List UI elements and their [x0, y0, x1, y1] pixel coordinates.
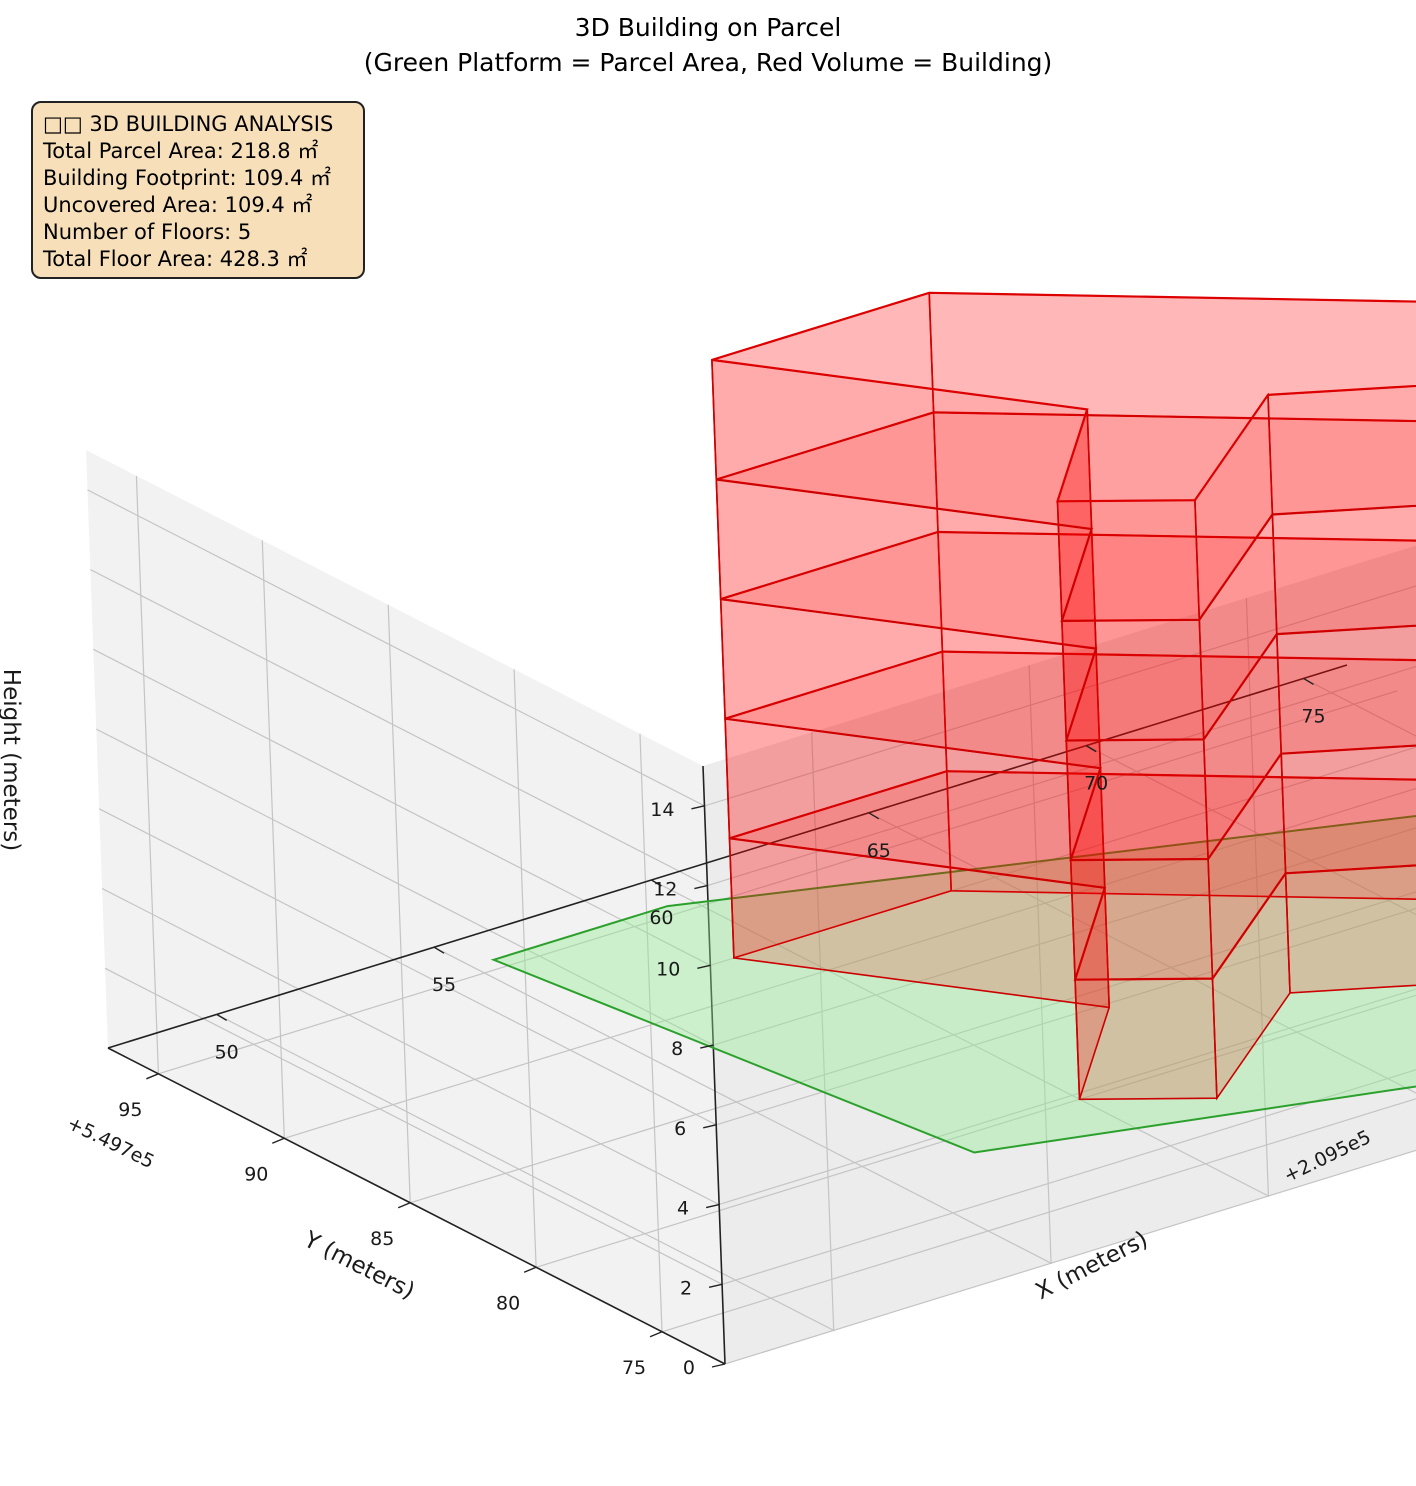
floor-wall	[941, 650, 1416, 781]
building-floor	[715, 411, 1416, 742]
y-tick-label: 80	[496, 1292, 520, 1314]
y-axis-offset: +5.497e5	[64, 1112, 158, 1173]
y-tick-label: 95	[118, 1099, 142, 1121]
x-tick-label: 75	[1301, 705, 1325, 727]
y-tick-mark	[397, 1202, 411, 1209]
z-axis-line	[702, 765, 726, 1365]
y-axis-label: Y (meters)	[299, 1226, 419, 1304]
stat-uncovered-area: Uncovered Area: 109.4 ㎡	[43, 193, 313, 217]
floor-wall	[1275, 624, 1416, 755]
stats-heading: □□ 3D BUILDING ANALYSIS	[43, 112, 334, 136]
z-tick-mark	[694, 884, 708, 890]
x-tick-mark	[651, 879, 662, 887]
chart-title: 3D Building on Parcel	[575, 13, 842, 42]
z-tick-mark	[705, 1203, 720, 1209]
floor-wall	[928, 291, 1416, 422]
tick-labels: 50 55 60 65 70 75 75 80 85 90 95 0 2 4 6 8 10 12 14	[118, 677, 1326, 1379]
chart-subtitle: (Green Platform = Parcel Area, Red Volum…	[364, 48, 1053, 77]
axis-panes	[86, 450, 1416, 1364]
x-tick-label: 65	[867, 840, 891, 862]
stats-box: □□ 3D BUILDING ANALYSIS Total Parcel Are…	[31, 101, 365, 279]
z-tick-label: 10	[656, 958, 680, 980]
x-tick-mark	[1303, 677, 1314, 686]
building-floor	[711, 291, 1416, 623]
stat-total-parcel-area: Total Parcel Area: 218.8 ㎡	[43, 139, 319, 163]
x-tick-mark	[1085, 745, 1097, 753]
z-tick-mark	[711, 1363, 726, 1368]
stat-building-footprint: Building Footprint: 109.4 ㎡	[43, 166, 332, 190]
y-tick-mark	[649, 1331, 663, 1338]
x-tick-label: 60	[649, 907, 673, 929]
floor-wall	[932, 411, 1416, 542]
y-tick-label: 90	[244, 1163, 268, 1185]
floor-wall	[1267, 385, 1416, 516]
x-axis-line	[107, 664, 1348, 1049]
z-tick-mark	[708, 1283, 723, 1288]
floor-slab	[711, 291, 1416, 503]
z-tick-mark	[697, 964, 711, 970]
x-tick-label: 70	[1084, 773, 1108, 795]
building-floor	[728, 770, 1416, 1101]
x-grid-line	[868, 812, 1416, 1094]
x-tick-mark	[216, 1013, 228, 1022]
y-tick-mark	[272, 1137, 285, 1144]
floor-wall	[1271, 505, 1416, 635]
building-volume	[711, 291, 1416, 1101]
building-floor	[719, 530, 1416, 862]
z-tick-mark	[700, 1044, 714, 1049]
back-right-pane	[703, 545, 1416, 1364]
y-tick-label: 75	[622, 1357, 646, 1379]
y-tick-mark	[146, 1073, 159, 1080]
z-tick-label: 2	[680, 1277, 692, 1299]
x-tick-mark	[433, 946, 445, 954]
y-tick-label: 85	[370, 1228, 394, 1250]
stat-number-of-floors: Number of Floors: 5	[43, 220, 252, 244]
x-tick-label: 50	[215, 1041, 239, 1063]
axis-lines	[107, 664, 1348, 1365]
x-grid-line	[1085, 745, 1416, 916]
z-tick-label: 12	[653, 879, 677, 901]
stat-total-floor-area: Total Floor Area: 428.3 ㎡	[43, 247, 308, 271]
back-left-pane	[86, 450, 725, 1364]
y-axis-line	[107, 1047, 726, 1365]
z-tick-label: 0	[683, 1357, 695, 1379]
parcel-platform	[490, 814, 1416, 1154]
floor-wall	[1280, 744, 1416, 875]
z-tick-label: 6	[674, 1118, 686, 1140]
z-tick-mark	[691, 805, 705, 810]
y-tick-mark	[523, 1266, 537, 1273]
parcel-polygon	[490, 814, 1416, 1154]
z-tick-label: 4	[677, 1198, 689, 1220]
x-tick-label: 55	[432, 974, 456, 996]
floor-wall	[937, 531, 1416, 661]
floor-wall	[945, 770, 1416, 900]
z-tick-label: 8	[671, 1038, 683, 1060]
x-tick-mark	[868, 812, 880, 820]
floor-wall	[1284, 864, 1416, 994]
z-tick-mark	[703, 1124, 717, 1129]
z-tick-label: 14	[650, 799, 674, 821]
z-axis-label: Height (meters)	[0, 669, 24, 851]
